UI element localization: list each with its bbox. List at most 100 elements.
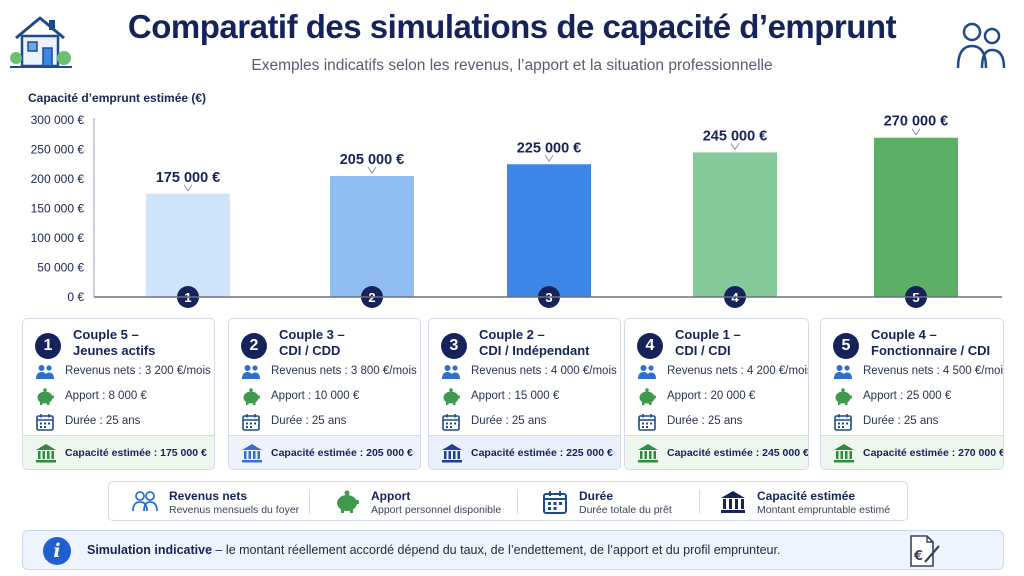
card-footer: Capacité estimée : 245 000 € [625,435,808,469]
card-row-apport: Apport : 25 000 € [833,388,999,406]
card-row-apport: Apport : 8 000 € [35,388,210,406]
card-header: 2 Couple 3 – CDI / CDD [239,327,414,369]
card-footer: Capacité estimée : 175 000 € [23,435,214,469]
card-apport: Apport : 15 000 € [471,390,560,402]
card-row-revenus: Revenus nets : 4 500 €/mois [833,363,1003,381]
card-header: 5 Couple 4 – Fonctionnaire / CDI [831,327,997,369]
card-number-badge: 4 [637,333,663,359]
divider [699,490,700,514]
card-revenus: Revenus nets : 4 200 €/mois [667,365,809,377]
legend-desc: Montant empruntable estimé [757,504,891,516]
bank-icon [721,491,745,513]
divider [517,490,518,514]
card-number-badge: 1 [35,333,61,359]
card-revenus: Revenus nets : 4 000 €/mois [471,365,617,377]
people-icon [36,365,54,379]
calendar-icon [442,414,460,431]
bar-value-label: 245 000 € [703,128,768,144]
calendar-icon [834,414,852,431]
card-apport: Apport : 10 000 € [271,390,360,402]
bar-value-label: 270 000 € [884,114,949,130]
card-duree: Durée : 25 ans [471,415,547,427]
card-title: Couple 3 – CDI / CDD [279,327,414,359]
bar [507,164,591,297]
card-row-revenus: Revenus nets : 3 800 €/mois [241,363,417,381]
info-icon: i [43,537,71,565]
people-icon [956,22,1006,69]
card-capacite: Capacité estimée : 205 000 € [271,447,413,459]
card-title-line-1: Couple 4 – [871,327,937,342]
card-title-line-2: Fonctionnaire / CDI [871,343,991,358]
card-revenus: Revenus nets : 3 200 €/mois [65,365,211,377]
disclaimer-banner: i Simulation indicative – le montant rée… [22,530,1004,570]
card-title-line-1: Couple 3 – [279,327,345,342]
card-footer: Capacité estimée : 270 000 € [821,435,1003,469]
piggy-bank-icon [835,388,852,405]
legend-title: Revenus nets [169,489,248,503]
house-icon [10,16,72,68]
card-title-line-1: Couple 2 – [479,327,545,342]
card-row-duree: Durée : 25 ans [35,413,210,431]
bar [146,193,230,297]
label-pointer [544,154,554,163]
simulation-card-2: 2 Couple 3 – CDI / CDD Revenus nets : 3 … [228,318,421,470]
legend: Revenus nets Revenus mensuels du foyer A… [108,481,908,521]
page-subtitle: Exemples indicatifs selon les revenus, l… [251,57,773,74]
legend-desc: Apport personnel disponible [371,504,502,516]
y-tick-label: 150 000 € [31,202,85,216]
card-header: 3 Couple 2 – CDI / Indépendant [439,327,614,369]
card-row-revenus: Revenus nets : 4 000 €/mois [441,363,617,381]
legend-desc: Durée totale du prêt [579,504,672,516]
simulation-card-3: 3 Couple 2 – CDI / Indépendant Revenus n… [428,318,621,470]
label-pointer [367,166,377,174]
disclaimer-text: Simulation indicative – le montant réell… [87,543,780,557]
disclaimer-body: – le montant réellement accordé dépend d… [212,543,781,557]
svg-text:€: € [913,549,923,564]
bank-icon [442,444,462,463]
legend-desc: Revenus mensuels du foyer [169,504,300,516]
calendar-icon [638,414,656,431]
piggy-bank-icon [337,490,359,513]
y-tick-label: 50 000 € [37,261,84,275]
y-tick-label: 300 000 € [31,113,85,127]
card-title: Couple 1 – CDI / CDI [675,327,802,359]
bar [874,137,958,297]
y-tick-label: 100 000 € [31,231,85,245]
piggy-bank-icon [639,388,656,405]
y-axis-label: Capacité d’emprunt estimée (€) [28,91,206,105]
card-capacite: Capacité estimée : 245 000 € [667,447,809,459]
bank-icon [36,444,56,463]
card-title-line-2: CDI / CDD [279,343,341,358]
card-row-revenus: Revenus nets : 3 200 €/mois [35,363,211,381]
card-title: Couple 2 – CDI / Indépendant [479,327,614,359]
card-apport: Apport : 20 000 € [667,390,756,402]
divider [309,490,310,514]
people-icon [442,365,460,379]
simulation-cards: 1 Couple 5 – Jeunes actifs Revenus nets … [22,318,1004,470]
piggy-bank-icon [243,388,260,405]
card-duree: Durée : 25 ans [271,415,347,427]
y-tick-label: 200 000 € [31,172,85,186]
card-row-duree: Durée : 25 ans [833,413,999,431]
card-capacite: Capacité estimée : 175 000 € [65,447,207,459]
page-title: Comparatif des simulations de capacité d… [127,8,897,45]
card-row-apport: Apport : 15 000 € [441,388,616,406]
card-duree: Durée : 25 ans [863,415,939,427]
bar-chart: Capacité d’emprunt estimée (€) 0 € 50 000… [28,91,1002,308]
card-row-apport: Apport : 20 000 € [637,388,804,406]
card-title-line-1: Couple 5 – [73,327,139,342]
card-capacite: Capacité estimée : 270 000 € [863,447,1004,459]
card-revenus: Revenus nets : 4 500 €/mois [863,365,1004,377]
label-pointer [911,128,921,136]
card-number-badge: 3 [441,333,467,359]
bank-icon [242,444,262,463]
card-capacite: Capacité estimée : 225 000 € [471,447,613,459]
card-title-line-2: Jeunes actifs [73,343,156,358]
calendar-icon [242,414,260,431]
card-row-duree: Durée : 25 ans [441,413,616,431]
bank-icon [834,444,854,463]
y-tick-label: 0 € [67,290,84,304]
card-footer: Capacité estimée : 205 000 € [229,435,420,469]
card-title-line-1: Couple 1 – [675,327,741,342]
card-row-duree: Durée : 25 ans [637,413,804,431]
